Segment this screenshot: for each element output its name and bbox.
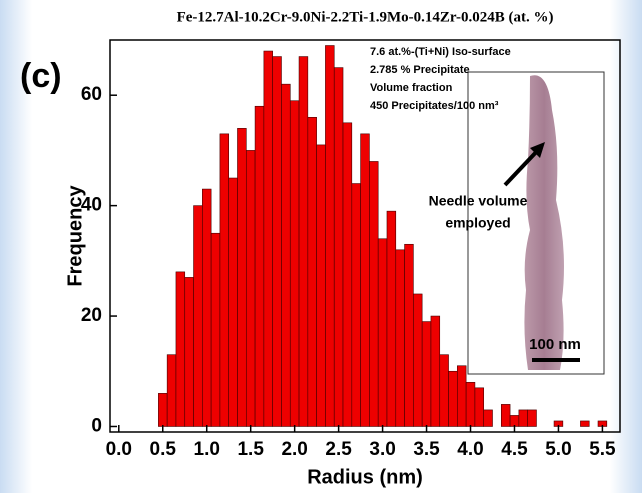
bar (176, 272, 185, 427)
x-tick-label: 4.5 (501, 439, 528, 460)
bar (264, 51, 273, 426)
bar (449, 371, 458, 426)
bar (387, 211, 396, 426)
bar (202, 189, 211, 426)
x-tick-label: 1.5 (237, 439, 264, 460)
y-tick-label: 0 (91, 415, 102, 436)
x-tick-label: 4.0 (457, 439, 483, 460)
bar (334, 68, 343, 427)
bar (255, 106, 264, 426)
bar (167, 355, 176, 427)
bar (194, 206, 203, 427)
bar (158, 393, 167, 426)
bar (290, 101, 299, 427)
annotation: 450 Precipitates/100 nm³ (370, 100, 499, 112)
panel-label: (c) (20, 57, 62, 95)
y-tick-label: 40 (81, 195, 102, 216)
bar (343, 123, 352, 427)
bar (440, 355, 449, 427)
bar (484, 410, 493, 427)
bar (281, 84, 290, 426)
bar (220, 134, 229, 427)
bar (238, 128, 247, 426)
inset-label: employed (445, 215, 510, 231)
bar (325, 46, 334, 427)
y-tick-label: 20 (81, 305, 102, 326)
bar (457, 366, 466, 427)
bar (211, 233, 220, 426)
bar (519, 410, 528, 427)
bar (378, 239, 387, 427)
y-tick-label: 60 (81, 84, 102, 105)
x-tick-label: 0.5 (150, 439, 177, 460)
x-tick-label: 5.5 (589, 439, 616, 460)
bar (185, 277, 194, 426)
x-tick-label: 1.0 (194, 439, 220, 460)
bar (422, 322, 431, 427)
bar (369, 161, 378, 426)
x-tick-label: 2.5 (325, 439, 352, 460)
bar (308, 117, 317, 426)
x-tick-label: 0.0 (106, 439, 132, 460)
bar (475, 388, 484, 427)
bar (405, 244, 414, 426)
bar (528, 410, 537, 427)
chart: Fe-12.7Al-10.2Cr-9.0Ni-2.2Ti-1.9Mo-0.14Z… (0, 0, 642, 493)
x-tick-label: 5.0 (545, 439, 571, 460)
annotation: Volume fraction (370, 82, 453, 94)
x-tick-label: 2.0 (281, 439, 307, 460)
bar (273, 57, 282, 427)
x-tick-label: 3.5 (413, 439, 440, 460)
annotation: 7.6 at.%-(Ti+Ni) Iso-surface (370, 46, 511, 58)
bar (229, 178, 238, 426)
bar (580, 421, 589, 427)
bar (431, 316, 440, 426)
bar (413, 294, 422, 427)
scale-bar-label: 100 nm (529, 336, 581, 353)
bar (317, 145, 326, 427)
chart-title: Fe-12.7Al-10.2Cr-9.0Ni-2.2Ti-1.9Mo-0.14Z… (177, 9, 554, 25)
bar (361, 134, 370, 427)
bar (246, 150, 255, 426)
bar (396, 250, 405, 427)
bar (501, 404, 510, 426)
annotation: 2.785 % Precipitate (370, 64, 470, 76)
x-axis-label: Radius (nm) (307, 466, 423, 488)
bar (299, 57, 308, 427)
inset-label: Needle volume (429, 193, 528, 209)
bar (466, 382, 475, 426)
bar (510, 415, 519, 426)
x-tick-label: 3.0 (369, 439, 395, 460)
bar (352, 184, 361, 427)
